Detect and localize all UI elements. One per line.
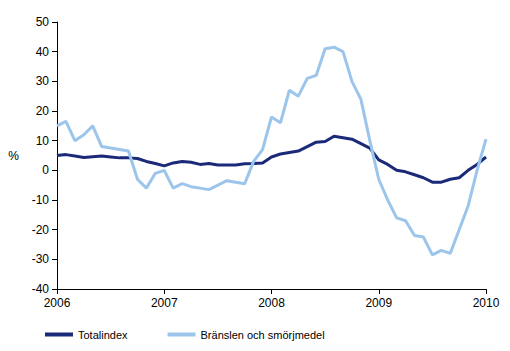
svg-text:Bränslen och smörjmedel: Bränslen och smörjmedel: [201, 329, 325, 341]
svg-text:%: %: [8, 149, 19, 163]
svg-text:2010: 2010: [473, 296, 500, 310]
svg-text:Totalindex: Totalindex: [78, 329, 128, 341]
svg-text:30: 30: [36, 74, 50, 88]
svg-text:-30: -30: [32, 252, 50, 266]
svg-text:10: 10: [36, 134, 50, 148]
svg-text:2007: 2007: [151, 296, 178, 310]
svg-text:2008: 2008: [258, 296, 285, 310]
svg-text:20: 20: [36, 104, 50, 118]
svg-text:-40: -40: [32, 282, 50, 296]
svg-text:-10: -10: [32, 193, 50, 207]
svg-text:2006: 2006: [44, 296, 71, 310]
svg-text:0: 0: [42, 163, 49, 177]
svg-text:40: 40: [36, 45, 50, 59]
svg-text:2009: 2009: [365, 296, 392, 310]
svg-text:-20: -20: [32, 223, 50, 237]
svg-text:50: 50: [36, 15, 50, 29]
